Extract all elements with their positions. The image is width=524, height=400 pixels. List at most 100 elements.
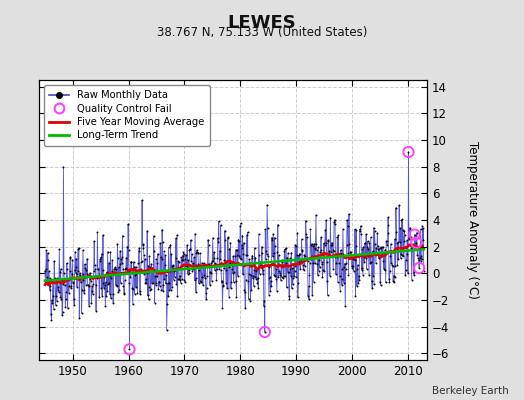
- Point: [212, 261, 220, 268]
- Point: [74, 268, 83, 274]
- Point: [286, 255, 294, 261]
- Point: [66, 254, 74, 260]
- Point: [128, 269, 136, 275]
- Point: [135, 245, 144, 252]
- Point: [86, 278, 95, 284]
- Point: [73, 284, 81, 290]
- Point: [347, 263, 356, 269]
- Point: [104, 280, 113, 286]
- Point: [239, 271, 247, 278]
- Point: [150, 248, 158, 254]
- Point: [118, 254, 126, 260]
- Point: [54, 284, 62, 291]
- Point: [365, 272, 373, 278]
- Point: [125, 346, 134, 352]
- Point: [126, 274, 135, 280]
- Point: [333, 234, 342, 240]
- Point: [367, 259, 376, 266]
- Point: [52, 293, 60, 299]
- Point: [280, 248, 289, 254]
- Point: [408, 243, 417, 250]
- Point: [44, 256, 52, 263]
- Point: [305, 259, 314, 266]
- Point: [181, 279, 189, 285]
- Point: [319, 251, 328, 257]
- Point: [363, 265, 371, 272]
- Point: [279, 262, 287, 269]
- Point: [245, 270, 253, 277]
- Point: [161, 280, 170, 287]
- Point: [390, 274, 399, 280]
- Point: [408, 247, 417, 253]
- Point: [226, 239, 235, 246]
- Point: [89, 290, 97, 297]
- Point: [381, 279, 390, 286]
- Point: [270, 272, 278, 278]
- Point: [235, 238, 244, 244]
- Point: [173, 232, 181, 238]
- Point: [93, 229, 102, 236]
- Point: [190, 264, 198, 270]
- Point: [193, 249, 202, 256]
- Point: [336, 247, 345, 253]
- Point: [229, 253, 237, 259]
- Legend: Raw Monthly Data, Quality Control Fail, Five Year Moving Average, Long-Term Tren: Raw Monthly Data, Quality Control Fail, …: [45, 85, 210, 146]
- Point: [140, 256, 149, 262]
- Point: [233, 246, 241, 253]
- Point: [110, 266, 118, 272]
- Point: [171, 266, 179, 273]
- Point: [153, 260, 161, 267]
- Point: [406, 225, 414, 231]
- Point: [52, 278, 61, 285]
- Point: [82, 267, 91, 273]
- Point: [373, 250, 381, 256]
- Point: [244, 296, 253, 302]
- Point: [418, 256, 426, 262]
- Point: [238, 245, 246, 251]
- Point: [401, 272, 409, 278]
- Point: [80, 290, 88, 296]
- Point: [80, 287, 89, 294]
- Point: [237, 242, 246, 249]
- Point: [239, 240, 248, 246]
- Point: [350, 268, 358, 274]
- Point: [367, 234, 375, 240]
- Point: [205, 264, 214, 270]
- Point: [392, 228, 400, 235]
- Point: [83, 282, 92, 288]
- Point: [53, 298, 61, 304]
- Point: [402, 257, 410, 263]
- Point: [408, 276, 416, 283]
- Point: [413, 246, 422, 252]
- Point: [88, 283, 96, 290]
- Point: [178, 257, 186, 263]
- Point: [76, 272, 84, 278]
- Point: [337, 250, 345, 256]
- Point: [127, 259, 136, 265]
- Point: [142, 280, 150, 286]
- Point: [385, 279, 394, 285]
- Point: [132, 271, 140, 277]
- Point: [203, 261, 212, 267]
- Point: [289, 260, 298, 267]
- Point: [239, 251, 248, 258]
- Point: [116, 280, 125, 286]
- Point: [413, 252, 421, 258]
- Point: [169, 276, 178, 283]
- Point: [412, 230, 421, 236]
- Point: [92, 282, 101, 289]
- Point: [141, 280, 149, 286]
- Point: [97, 250, 106, 257]
- Point: [371, 241, 379, 247]
- Point: [395, 248, 403, 254]
- Point: [385, 276, 393, 282]
- Point: [359, 244, 367, 250]
- Point: [256, 261, 265, 268]
- Point: [343, 216, 351, 223]
- Point: [133, 290, 141, 296]
- Point: [346, 249, 354, 256]
- Point: [417, 252, 425, 259]
- Point: [188, 267, 196, 274]
- Point: [419, 225, 428, 232]
- Point: [336, 288, 344, 294]
